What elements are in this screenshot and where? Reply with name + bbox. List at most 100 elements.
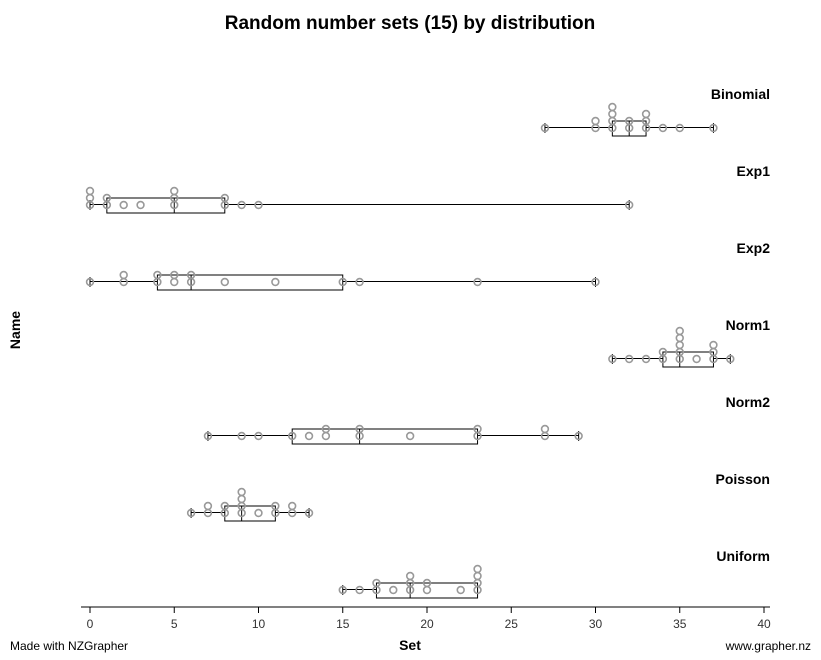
data-point <box>658 347 668 357</box>
data-point <box>372 578 381 588</box>
group-label: Exp1 <box>737 163 771 179</box>
data-point <box>237 487 246 497</box>
data-point <box>254 200 263 210</box>
data-point <box>692 354 701 364</box>
iqr-box <box>291 428 479 445</box>
data-point <box>170 270 179 280</box>
data-point <box>237 494 246 504</box>
plot-area: Binomial Exp1 Exp2 Norm1 Norm2 Poisson Uniform <box>85 86 771 599</box>
data-point <box>288 501 297 511</box>
data-point <box>288 431 297 441</box>
group-norm1: Norm1 <box>608 317 771 368</box>
data-point <box>675 333 684 343</box>
data-point <box>254 431 263 441</box>
data-point <box>591 277 600 287</box>
data-point <box>355 424 364 434</box>
chart-title: Random number sets (15) by distribution <box>225 13 596 34</box>
data-point <box>624 200 634 210</box>
data-point <box>608 109 617 119</box>
x-tick-label: 5 <box>171 617 178 631</box>
footer-credit: Made with NZGrapher <box>10 639 128 653</box>
x-axis-label: Set <box>399 637 421 653</box>
iqr-box <box>156 274 344 291</box>
data-point <box>574 431 583 441</box>
x-tick-label: 20 <box>420 617 434 631</box>
group-poisson: Poisson <box>186 471 770 522</box>
data-point <box>675 123 684 133</box>
data-point <box>473 571 482 581</box>
data-point <box>271 501 280 511</box>
data-point <box>321 424 331 434</box>
iqr-box <box>375 582 479 599</box>
data-point <box>220 193 230 203</box>
x-tick-label: 10 <box>252 617 266 631</box>
x-tick-label: 30 <box>589 617 603 631</box>
data-point <box>675 326 684 336</box>
data-point <box>608 354 617 364</box>
data-point <box>624 354 634 364</box>
data-point <box>254 508 263 518</box>
x-tick-label: 40 <box>757 617 771 631</box>
data-point <box>675 340 684 350</box>
data-point <box>220 277 230 287</box>
data-point <box>271 277 280 287</box>
data-point <box>422 578 432 588</box>
data-point <box>658 123 668 133</box>
data-point <box>338 585 347 595</box>
group-exp2: Exp2 <box>85 240 771 291</box>
data-point <box>405 571 415 581</box>
data-point <box>405 431 415 441</box>
iqr-box <box>662 351 714 368</box>
data-point <box>641 354 651 364</box>
data-point <box>540 424 550 434</box>
data-point <box>726 354 735 364</box>
data-point <box>85 277 95 287</box>
data-point <box>591 116 600 126</box>
data-point <box>473 277 482 287</box>
data-point <box>641 109 651 119</box>
x-axis-ticks: 0 5 10 15 20 25 30 35 40 <box>87 607 771 631</box>
data-point <box>153 270 162 280</box>
group-label: Norm1 <box>726 317 771 333</box>
data-point <box>203 431 213 441</box>
data-point <box>186 508 196 518</box>
group-norm2: Norm2 <box>203 394 771 445</box>
iqr-box <box>224 505 276 522</box>
group-uniform: Uniform <box>338 548 770 599</box>
data-point <box>237 200 246 210</box>
group-label: Norm2 <box>726 394 771 410</box>
group-binomial: Binomial <box>540 86 770 137</box>
iqr-box <box>106 197 226 214</box>
data-point <box>85 186 95 196</box>
data-point <box>338 277 347 287</box>
data-point <box>709 123 718 133</box>
data-point <box>709 340 718 350</box>
x-tick-label: 25 <box>505 617 519 631</box>
y-axis-label: Name <box>7 311 23 349</box>
x-tick-label: 15 <box>336 617 350 631</box>
data-point <box>355 585 364 595</box>
data-point <box>624 116 634 126</box>
data-point <box>102 193 112 203</box>
data-point <box>186 270 196 280</box>
data-point <box>473 564 482 574</box>
data-point <box>220 501 230 511</box>
data-point <box>389 585 398 595</box>
data-point <box>237 431 246 441</box>
data-point <box>304 508 314 518</box>
data-point <box>304 431 314 441</box>
x-tick-label: 35 <box>673 617 687 631</box>
data-point <box>136 200 145 210</box>
group-exp1: Exp1 <box>85 163 771 214</box>
footer-url: www.grapher.nz <box>725 639 811 653</box>
data-point <box>203 501 213 511</box>
group-label: Exp2 <box>737 240 771 256</box>
group-label: Poisson <box>716 471 770 487</box>
data-point <box>473 424 482 434</box>
data-point <box>540 123 550 133</box>
group-label: Uniform <box>716 548 770 564</box>
group-label: Binomial <box>711 86 770 102</box>
data-point <box>170 186 179 196</box>
data-point <box>456 585 465 595</box>
